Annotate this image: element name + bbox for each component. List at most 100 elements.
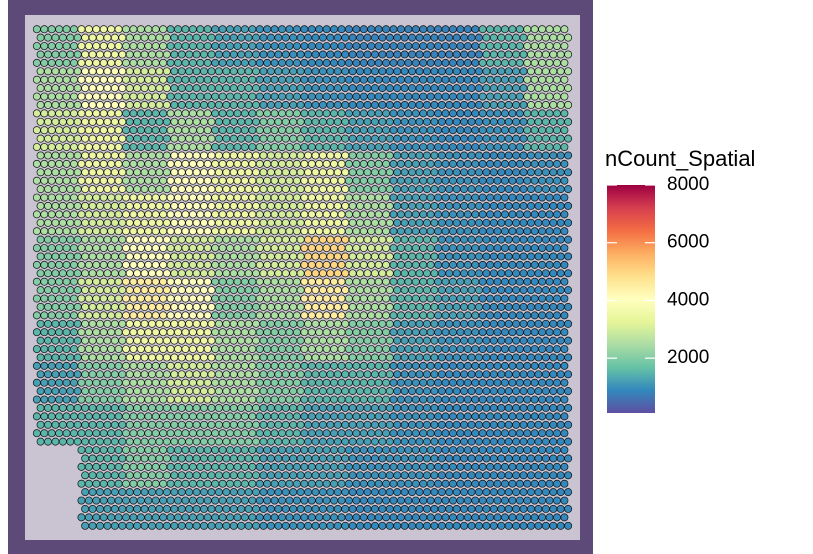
spot <box>51 168 60 177</box>
spot <box>248 244 257 252</box>
spot <box>218 176 227 185</box>
spot <box>330 496 339 505</box>
spot <box>356 134 365 143</box>
spot <box>560 311 569 320</box>
spot <box>311 488 320 497</box>
spot <box>519 269 528 278</box>
spot <box>196 210 205 219</box>
spot <box>62 429 71 438</box>
spot <box>426 193 435 202</box>
spot <box>259 202 268 210</box>
spot <box>515 260 524 269</box>
spot <box>397 429 405 438</box>
spot <box>281 437 290 446</box>
spot <box>408 370 417 379</box>
spot <box>519 488 528 497</box>
spot <box>174 496 182 505</box>
spot <box>266 420 275 429</box>
spot <box>174 412 182 421</box>
spot <box>92 75 101 84</box>
spot <box>456 25 465 34</box>
spot <box>478 260 487 269</box>
spot <box>541 202 550 210</box>
spot <box>330 227 339 236</box>
spot <box>530 345 539 353</box>
spot <box>255 260 264 269</box>
spot <box>385 33 394 42</box>
spot <box>274 252 283 261</box>
spot <box>541 67 550 76</box>
spot <box>200 387 208 396</box>
spot <box>363 101 372 109</box>
spot <box>129 176 138 185</box>
spot <box>330 378 339 387</box>
spot <box>549 303 558 311</box>
spot <box>81 505 90 513</box>
spot <box>252 218 261 227</box>
spot <box>296 353 305 362</box>
spot <box>58 235 67 244</box>
spot <box>389 75 398 84</box>
spot <box>471 92 480 101</box>
spot <box>512 269 521 278</box>
spot <box>73 387 82 396</box>
spot <box>203 479 212 488</box>
spot <box>423 521 431 530</box>
spot <box>541 437 550 446</box>
spot <box>285 75 294 84</box>
spot <box>110 168 119 177</box>
spot <box>426 395 435 404</box>
spot <box>77 109 86 118</box>
spot <box>397 412 405 421</box>
spot <box>233 345 242 353</box>
spot <box>307 58 316 67</box>
spot <box>423 471 431 480</box>
spot <box>203 25 212 34</box>
spot <box>318 454 327 463</box>
spot <box>449 277 457 286</box>
spot <box>51 319 60 328</box>
spot <box>341 235 350 244</box>
spot <box>344 345 353 353</box>
spot <box>419 176 428 185</box>
spot <box>148 117 156 126</box>
spot <box>292 58 301 67</box>
spot <box>259 286 268 295</box>
spot <box>281 134 290 143</box>
spot <box>385 387 394 396</box>
spot <box>307 176 316 185</box>
spot <box>200 505 208 513</box>
spot <box>441 378 450 387</box>
spot <box>274 218 283 227</box>
spot <box>103 471 112 480</box>
spot <box>77 92 86 101</box>
spot <box>467 454 476 463</box>
spot <box>452 252 461 261</box>
spot <box>118 387 127 396</box>
spot <box>538 92 547 101</box>
spot <box>441 395 450 404</box>
spot <box>166 126 175 135</box>
spot <box>240 143 249 151</box>
spot <box>497 185 506 194</box>
spot <box>222 303 231 311</box>
spot <box>226 159 235 168</box>
spot <box>359 42 368 50</box>
spot <box>467 218 476 227</box>
spot <box>96 505 104 513</box>
spot <box>278 159 287 168</box>
spot <box>222 134 231 143</box>
spot <box>475 218 483 227</box>
spot <box>32 429 41 438</box>
spot <box>177 269 186 278</box>
spot <box>263 345 272 353</box>
spot <box>47 244 56 252</box>
spot <box>166 496 175 505</box>
spot <box>148 202 156 210</box>
spot <box>196 143 205 151</box>
spot <box>545 479 554 488</box>
spot <box>393 471 402 480</box>
spot <box>47 143 56 151</box>
spot <box>103 33 112 42</box>
spot <box>419 193 428 202</box>
